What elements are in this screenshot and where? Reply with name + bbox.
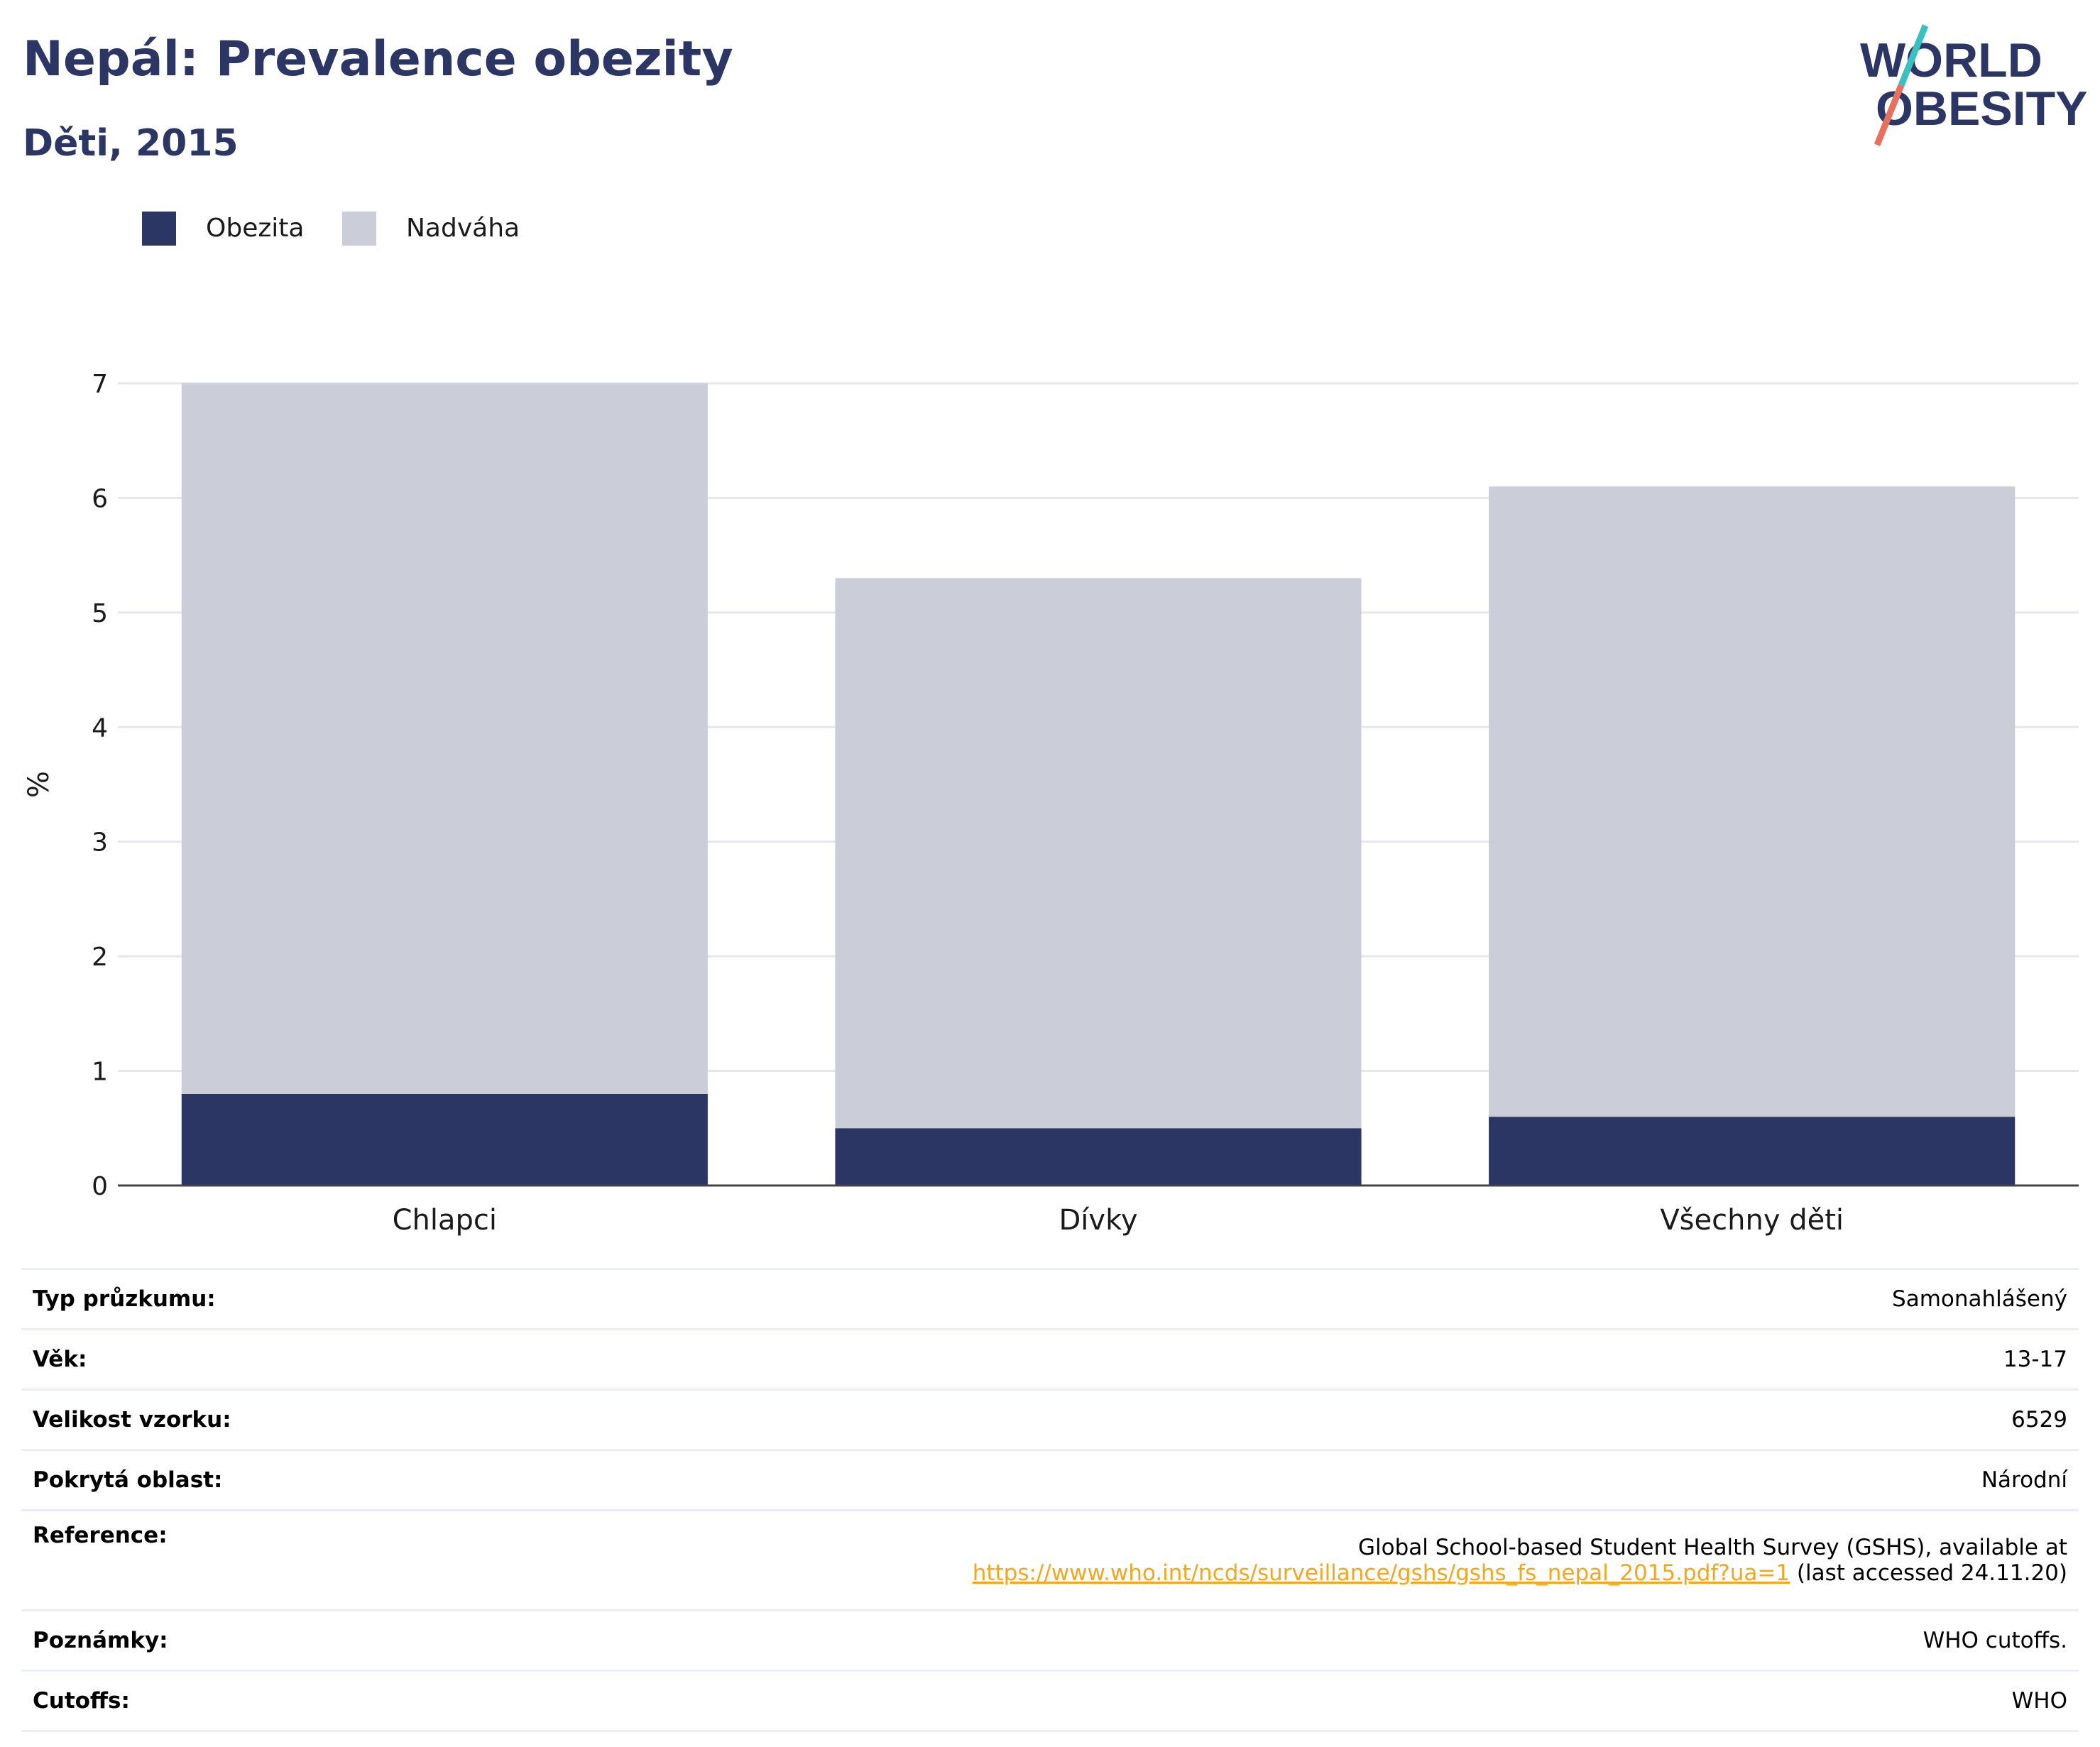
page-subtitle: Děti, 2015: [23, 122, 239, 165]
y-axis-label: %: [23, 771, 55, 798]
y-tick-label: 0: [92, 1172, 108, 1201]
legend-label-obezita: Obezita: [206, 214, 305, 243]
bar-obezita: [835, 1128, 1362, 1185]
bar-nadváha: [181, 383, 708, 1094]
y-tick-label: 7: [92, 370, 108, 399]
info-value: Národní: [470, 1450, 2079, 1511]
logo-line-2: OBESITY: [1876, 82, 2087, 136]
info-value: WHO cutoffs.: [470, 1610, 2079, 1672]
info-value: 6529: [470, 1389, 2079, 1451]
info-value: Samonahlášený: [470, 1268, 2079, 1330]
bar-chart: 0 1 2 3 4 5 6 7% Chlapci Dívky Všechny děti: [23, 370, 2079, 1237]
info-row-area-covered: Pokrytá oblast: Národní: [21, 1450, 2079, 1511]
info-row-survey-type: Typ průzkumu: Samonahlášený: [21, 1268, 2079, 1330]
x-tick-label: Dívky: [1059, 1204, 1138, 1237]
info-key: Věk:: [21, 1329, 470, 1391]
info-row-notes: Poznámky: WHO cutoffs.: [21, 1610, 2079, 1672]
bar-obezita: [1489, 1117, 2016, 1185]
y-tick-label: 5: [92, 599, 108, 628]
info-key: Typ průzkumu:: [21, 1268, 470, 1330]
info-key: Cutoffs:: [21, 1670, 470, 1732]
legend-label-nadvaha: Nadváha: [406, 214, 520, 243]
info-row-sample-size: Velikost vzorku: 6529: [21, 1389, 2079, 1451]
logo-slash-top: [1898, 24, 1929, 87]
page-title: Nepál: Prevalence obezity: [23, 31, 733, 87]
world-obesity-logo: WORLD OBESITY: [1860, 24, 2087, 146]
info-key: Pokrytá oblast:: [21, 1450, 470, 1511]
info-row-cutoffs: Cutoffs: WHO: [21, 1670, 2079, 1732]
info-key: Reference:: [21, 1510, 470, 1611]
bar-nadváha: [1489, 486, 2016, 1117]
info-key: Velikost vzorku:: [21, 1389, 470, 1451]
y-tick-label: 1: [92, 1058, 108, 1087]
logo-line-1: WORLD: [1860, 33, 2042, 87]
x-tick-label: Chlapci: [393, 1204, 497, 1237]
legend-swatch-nadvaha: [342, 212, 376, 246]
logo-slash-bottom: [1874, 84, 1905, 146]
y-tick-label: 3: [92, 828, 108, 858]
legend-swatch-obezita: [142, 212, 176, 246]
y-tick-label: 6: [92, 484, 108, 513]
reference-link-line: https://www.who.int/ncds/surveillance/gs…: [481, 1560, 2067, 1586]
info-key: Poznámky:: [21, 1610, 470, 1672]
info-value: WHO: [470, 1670, 2079, 1732]
y-tick-label: 4: [92, 713, 108, 743]
bar-nadváha: [835, 578, 1362, 1129]
y-tick-label: 2: [92, 943, 108, 972]
info-value-reference: Global School-based Student Health Surve…: [470, 1510, 2079, 1611]
info-value: 13-17: [470, 1329, 2079, 1391]
info-row-reference: Reference: Global School-based Student H…: [21, 1510, 2079, 1611]
bar-obezita: [181, 1093, 708, 1185]
reference-accessed: (last accessed 24.11.20): [1790, 1560, 2067, 1586]
info-row-age: Věk: 13-17: [21, 1329, 2079, 1391]
x-tick-label: Všechny děti: [1660, 1204, 1844, 1237]
survey-info-table: Typ průzkumu: Samonahlášený Věk: 13-17 V…: [21, 1268, 2079, 1732]
reference-text: Global School-based Student Health Surve…: [1357, 1535, 2067, 1560]
reference-link[interactable]: https://www.who.int/ncds/surveillance/gs…: [972, 1560, 1790, 1586]
